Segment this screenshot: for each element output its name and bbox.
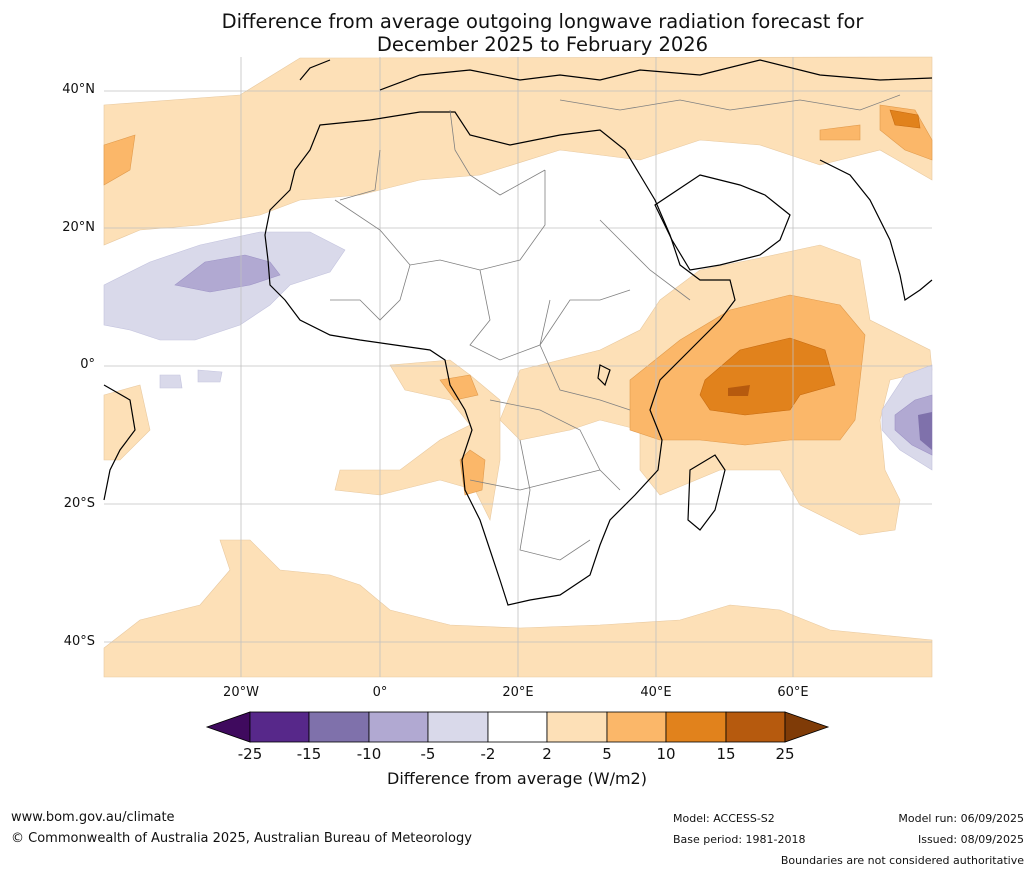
footer-url[interactable]: www.bom.gov.au/climate <box>11 810 175 825</box>
colorbar-tick: -25 <box>237 745 263 763</box>
coastlines <box>103 59 933 606</box>
graticule <box>104 57 932 677</box>
colorbar-high-extension <box>784 711 830 743</box>
lat-label-40n: 40°N <box>62 82 95 97</box>
colorbar-tick: -5 <box>420 745 436 763</box>
colorbar-tick: 25 <box>775 745 795 763</box>
map-title: Difference from average outgoing longwav… <box>0 10 1035 56</box>
colorbar-label: Difference from average (W/m2) <box>387 769 647 788</box>
footer-disclaimer: Boundaries are not considered authoritat… <box>780 854 1024 867</box>
lon-label-60e: 60°E <box>777 685 809 700</box>
colorbar-swatch <box>725 711 786 743</box>
lon-label-20e: 20°E <box>502 685 534 700</box>
colorbar-tick: -10 <box>356 745 382 763</box>
brown-anomaly <box>728 385 750 396</box>
colorbar-swatch <box>427 711 489 743</box>
colorbar-tick: 15 <box>716 745 736 763</box>
colorbar <box>205 711 830 743</box>
colorbar-tick: -2 <box>480 745 496 763</box>
lon-label-40e: 40°E <box>640 685 672 700</box>
dark-purple-anomaly <box>918 412 932 450</box>
lat-label-20s: 20°S <box>63 496 95 511</box>
colorbar-swatch <box>368 711 429 743</box>
colorbar-swatch <box>249 711 310 743</box>
footer-issued: Issued: 08/09/2025 <box>917 833 1024 846</box>
colorbar-swatch <box>487 711 548 743</box>
title-line-2: December 2025 to February 2026 <box>376 33 709 56</box>
footer-base-period: Base period: 1981-2018 <box>673 833 806 846</box>
colorbar-tick: -15 <box>296 745 322 763</box>
footer-model-run: Model run: 06/09/2025 <box>898 812 1024 825</box>
colorbar-swatch <box>606 711 667 743</box>
lat-label-20n: 20°N <box>62 220 95 235</box>
lat-label-40s: 40°S <box>63 634 95 649</box>
lat-label-equator: 0° <box>80 357 95 372</box>
lon-label-20w: 20°W <box>223 685 259 700</box>
lon-label-0: 0° <box>372 685 388 700</box>
footer-copyright: © Commonwealth of Australia 2025, Austra… <box>11 831 472 846</box>
colorbar-swatch <box>665 711 727 743</box>
colorbar-swatch <box>546 711 608 743</box>
colorbar-tick: 5 <box>602 745 612 763</box>
colorbar-tick: 2 <box>542 745 552 763</box>
colorbar-swatch <box>308 711 370 743</box>
title-line-1: Difference from average outgoing longwav… <box>221 10 864 33</box>
country-borders <box>330 94 901 561</box>
map-panel <box>103 56 933 678</box>
colorbar-low-extension <box>205 711 251 743</box>
footer-model: Model: ACCESS-S2 <box>673 812 775 825</box>
colorbar-tick: 10 <box>656 745 676 763</box>
